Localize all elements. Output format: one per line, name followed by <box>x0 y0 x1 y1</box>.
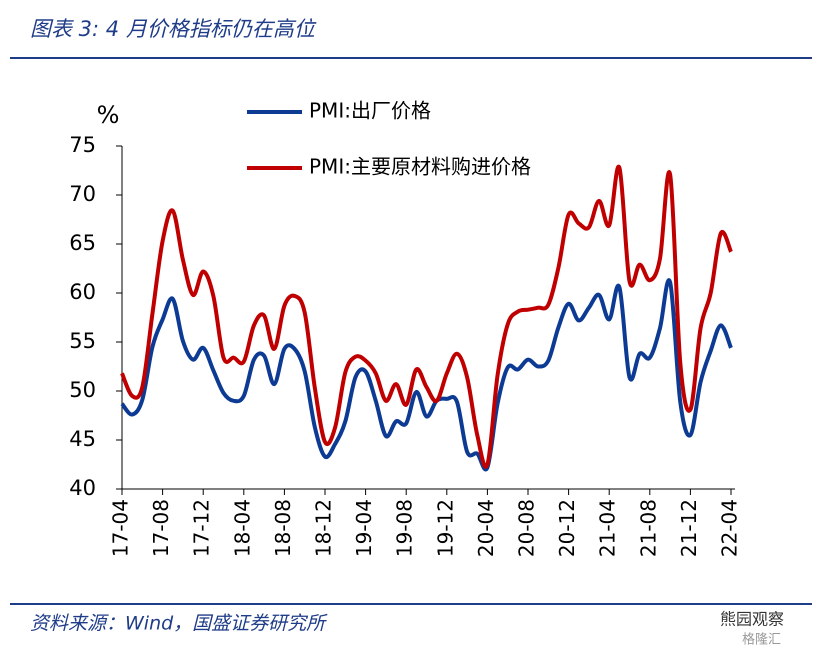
y-tick-label: 55 <box>69 329 96 353</box>
y-tick-label: 40 <box>69 476 96 500</box>
watermark-2: 格隆汇 <box>742 632 781 648</box>
x-tick-label: 17-12 <box>190 499 214 557</box>
legend-label: PMI:出厂价格 <box>309 99 431 123</box>
x-tick-label: 21-08 <box>636 499 660 557</box>
x-tick-label: 21-12 <box>677 499 701 557</box>
x-tick-label: 22-04 <box>718 499 742 557</box>
x-tick-label: 17-08 <box>149 499 173 557</box>
y-tick-label: 60 <box>69 280 96 304</box>
x-tick-label: 19-04 <box>352 499 376 557</box>
x-tick-label: 21-04 <box>596 499 620 557</box>
x-tick-label: 19-08 <box>393 499 417 557</box>
y-tick-label: 45 <box>69 427 96 451</box>
x-tick-label: 18-12 <box>312 499 336 557</box>
y-tick-label: 75 <box>69 133 96 157</box>
x-tick-label: 19-12 <box>433 499 457 557</box>
y-tick-label: 50 <box>69 378 96 402</box>
x-tick-label: 18-08 <box>271 499 295 557</box>
x-tick-label: 20-12 <box>555 499 579 557</box>
series-line <box>120 164 733 469</box>
x-tick-label: 17-04 <box>109 499 133 557</box>
y-axis-unit: % <box>97 101 120 129</box>
chart-title: 图表 3: 4 月价格指标仍在高位 <box>30 17 317 41</box>
source-note: 资料来源：Wind，国盛证券研究所 <box>30 613 328 635</box>
series-line <box>120 278 733 472</box>
y-tick-label: 65 <box>69 231 96 255</box>
watermark: 熊园观察 <box>720 610 784 629</box>
x-tick-label: 18-04 <box>230 499 254 557</box>
legend-label: PMI:主要原材料购进价格 <box>309 155 531 179</box>
y-tick-label: 70 <box>69 182 96 206</box>
x-tick-label: 20-04 <box>474 499 498 557</box>
x-tick-label: 20-08 <box>515 499 539 557</box>
